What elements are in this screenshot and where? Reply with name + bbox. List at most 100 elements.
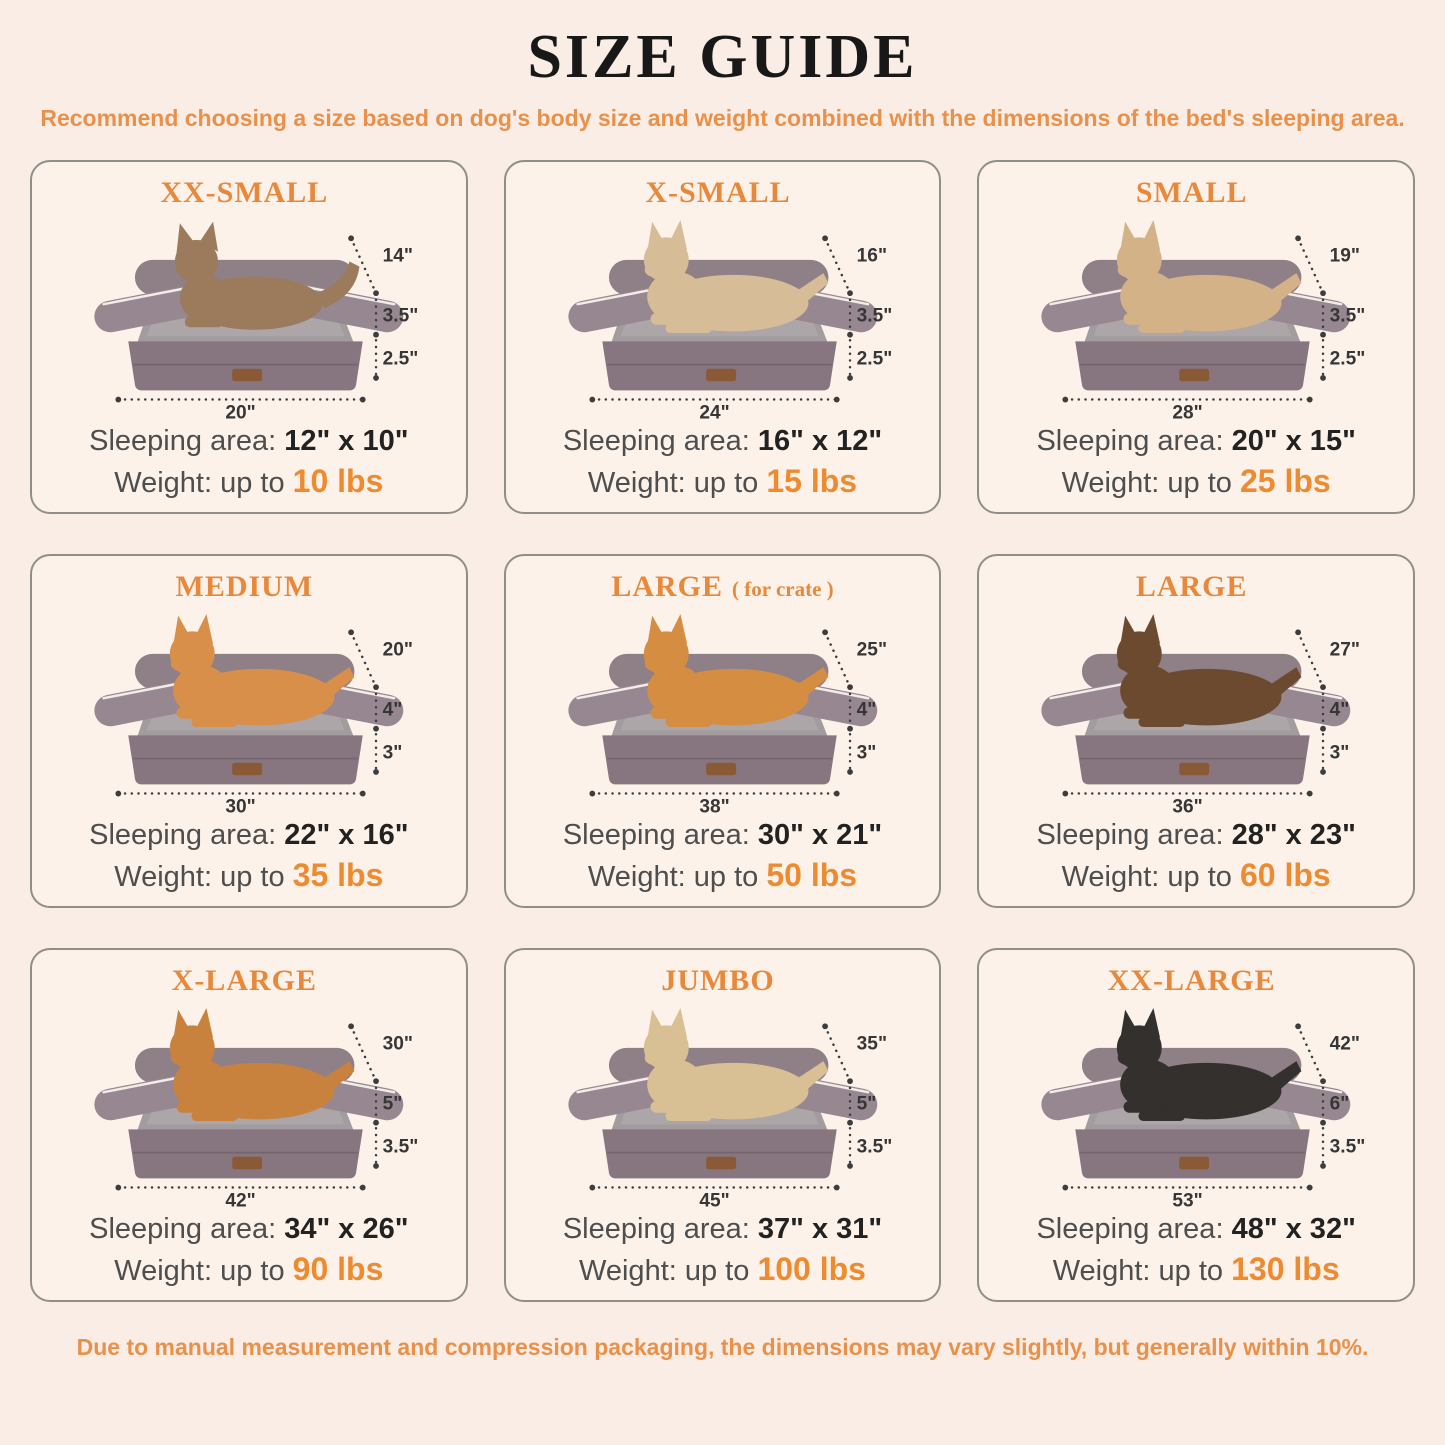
card-title: LARGE ( for crate ): [611, 570, 833, 604]
sleeping-area-label: Sleeping area:: [1036, 1213, 1224, 1245]
bed-illustration: 35" 5" 3.5" 45": [564, 1007, 892, 1210]
card-title: MEDIUM: [176, 570, 323, 604]
dim-diagonal-label: 42": [1330, 1034, 1360, 1055]
dim-upper-height-label: 6": [1330, 1093, 1350, 1114]
dim-width-label: 36": [1173, 797, 1203, 816]
dim-diagonal-label: 30": [383, 1034, 413, 1055]
size-card-x-small: X-SMALL 16" 3.5" 2.5" 24" Sleeping area:…: [503, 160, 942, 514]
bed-illustration: 30" 5" 3.5" 42": [90, 1007, 419, 1210]
sleeping-area-label: Sleeping area:: [562, 425, 750, 457]
card-title-text: MEDIUM: [175, 570, 314, 603]
dim-width-label: 53": [1173, 1191, 1203, 1210]
dim-diagonal-label: 14": [383, 246, 413, 267]
bed-illustration: 19" 3.5" 2.5" 28": [1037, 219, 1366, 422]
size-card-large: LARGE 27" 4" 3" 36" Sleeping area: 28" x…: [977, 554, 1415, 908]
sleeping-area-value: 22" x 16": [284, 819, 409, 851]
size-card-x-large: X-LARGE 30" 5" 3.5" 42" Sleeping area: 3…: [30, 948, 468, 1302]
dim-upper-height-label: 5": [856, 1093, 876, 1114]
size-card-xx-small: XX-SMALL 14" 3.5" 2.5" 20" Sleeping area…: [30, 160, 468, 514]
card-title-text: XX-LARGE: [1107, 964, 1276, 997]
size-card-medium: MEDIUM 20" 4" 3" 30" Sleeping area: 22" …: [30, 554, 468, 908]
weight-label: Weight: up to: [114, 467, 285, 500]
sleeping-area-value: 30" x 21": [757, 819, 883, 851]
weight-value: 25 lbs: [1240, 463, 1331, 500]
sleeping-area-value: 12" x 10": [284, 425, 409, 457]
bed-illustration: 42" 6" 3.5" 53": [1037, 1007, 1366, 1210]
dim-lower-height-label: 3.5": [1330, 1137, 1366, 1158]
dim-lower-height-label: 2.5": [856, 349, 892, 370]
sleeping-area-label: Sleeping area:: [89, 819, 277, 851]
sleeping-area-value: 37" x 31": [757, 1213, 883, 1245]
sleeping-area-label: Sleeping area:: [89, 1213, 277, 1245]
bed-illustration: 20" 4" 3" 30": [90, 613, 413, 816]
dim-width-label: 42": [225, 1191, 255, 1210]
dim-diagonal-label: 35": [856, 1034, 886, 1055]
dim-upper-height-label: 5": [383, 1093, 403, 1114]
weight-line: Weight: up to 15 lbs: [588, 461, 857, 502]
dim-diagonal-label: 19": [1330, 246, 1360, 267]
weight-label: Weight: up to: [114, 1255, 285, 1288]
dim-width-label: 45": [699, 1191, 729, 1210]
card-title-text: SMALL: [1135, 176, 1248, 209]
bed-illustration: 27" 4" 3" 36": [1037, 613, 1360, 816]
sleeping-area-line: Sleeping area: 34" x 26": [89, 1211, 408, 1248]
dim-lower-height-label: 3": [856, 743, 876, 764]
card-title-text: X-SMALL: [645, 176, 791, 209]
card-title: XX-LARGE: [1108, 964, 1285, 998]
weight-value: 60 lbs: [1240, 857, 1331, 894]
dim-upper-height-label: 3.5": [383, 305, 419, 326]
footer-note: Due to manual measurement and compressio…: [76, 1334, 1369, 1360]
size-card-small: SMALL 19" 3.5" 2.5" 28" Sleeping area: 2…: [977, 160, 1415, 514]
bed-illustration: 16" 3.5" 2.5" 24": [564, 219, 892, 422]
dim-width-label: 30": [225, 797, 255, 816]
dim-lower-height-label: 3.5": [383, 1137, 419, 1158]
dim-diagonal-label: 25": [856, 640, 886, 661]
weight-label: Weight: up to: [1061, 861, 1232, 894]
weight-label: Weight: up to: [1052, 1255, 1224, 1288]
sleeping-area-line: Sleeping area: 22" x 16": [89, 817, 408, 854]
dim-diagonal-label: 27": [1330, 640, 1360, 661]
sleeping-area-value: 20" x 15": [1231, 425, 1356, 457]
card-title-text: LARGE: [611, 570, 724, 603]
card-title: LARGE: [1136, 570, 1257, 604]
bed-illustration: 14" 3.5" 2.5" 20": [90, 221, 419, 422]
card-title: X-LARGE: [172, 964, 326, 998]
size-card-grid: XX-SMALL 14" 3.5" 2.5" 20" Sleeping area…: [30, 160, 1415, 1302]
sleeping-area-label: Sleeping area:: [89, 425, 277, 457]
weight-label: Weight: up to: [1061, 467, 1232, 500]
dim-diagonal-label: 20": [383, 640, 413, 661]
sleeping-area-label: Sleeping area:: [562, 819, 750, 851]
weight-value: 15 lbs: [766, 463, 858, 500]
sleeping-area-line: Sleeping area: 16" x 12": [563, 423, 882, 460]
sleeping-area-label: Sleeping area:: [1036, 425, 1224, 457]
dim-width-label: 20": [225, 403, 255, 422]
dim-upper-height-label: 3.5": [856, 305, 892, 326]
sleeping-area-line: Sleeping area: 30" x 21": [563, 817, 882, 854]
sleeping-area-value: 16" x 12": [757, 425, 883, 457]
size-card-large-for-crate: LARGE ( for crate ) 25" 4" 3" 38" Sleepin…: [503, 554, 942, 908]
card-title: JUMBO: [661, 964, 783, 998]
page-title: SIZE GUIDE: [527, 23, 918, 91]
sleeping-area-label: Sleeping area:: [1036, 819, 1224, 851]
dim-width-label: 38": [699, 797, 729, 816]
weight-label: Weight: up to: [114, 861, 285, 894]
weight-value: 130 lbs: [1231, 1251, 1340, 1288]
dim-lower-height-label: 2.5": [383, 349, 419, 370]
weight-value: 100 lbs: [757, 1251, 866, 1288]
dim-upper-height-label: 4": [1330, 699, 1350, 720]
sleeping-area-value: 48" x 32": [1231, 1213, 1356, 1245]
card-title-text: XX-SMALL: [160, 176, 329, 209]
dim-lower-height-label: 3": [383, 743, 403, 764]
dim-diagonal-label: 16": [856, 246, 886, 267]
sleeping-area-value: 28" x 23": [1231, 819, 1356, 851]
dim-width-label: 28": [1173, 403, 1203, 422]
card-title: XX-SMALL: [160, 176, 337, 210]
card-title-text: X-LARGE: [171, 964, 317, 997]
weight-line: Weight: up to 60 lbs: [1062, 855, 1331, 896]
size-card-jumbo: JUMBO 35" 5" 3.5" 45" Sleeping area: 37"…: [503, 948, 942, 1302]
sleeping-area-line: Sleeping area: 20" x 15": [1036, 423, 1355, 460]
weight-line: Weight: up to 25 lbs: [1062, 461, 1331, 502]
card-title-suffix: ( for crate ): [732, 577, 834, 601]
size-card-xx-large: XX-LARGE 42" 6" 3.5" 53" Sleeping area: …: [977, 948, 1415, 1302]
